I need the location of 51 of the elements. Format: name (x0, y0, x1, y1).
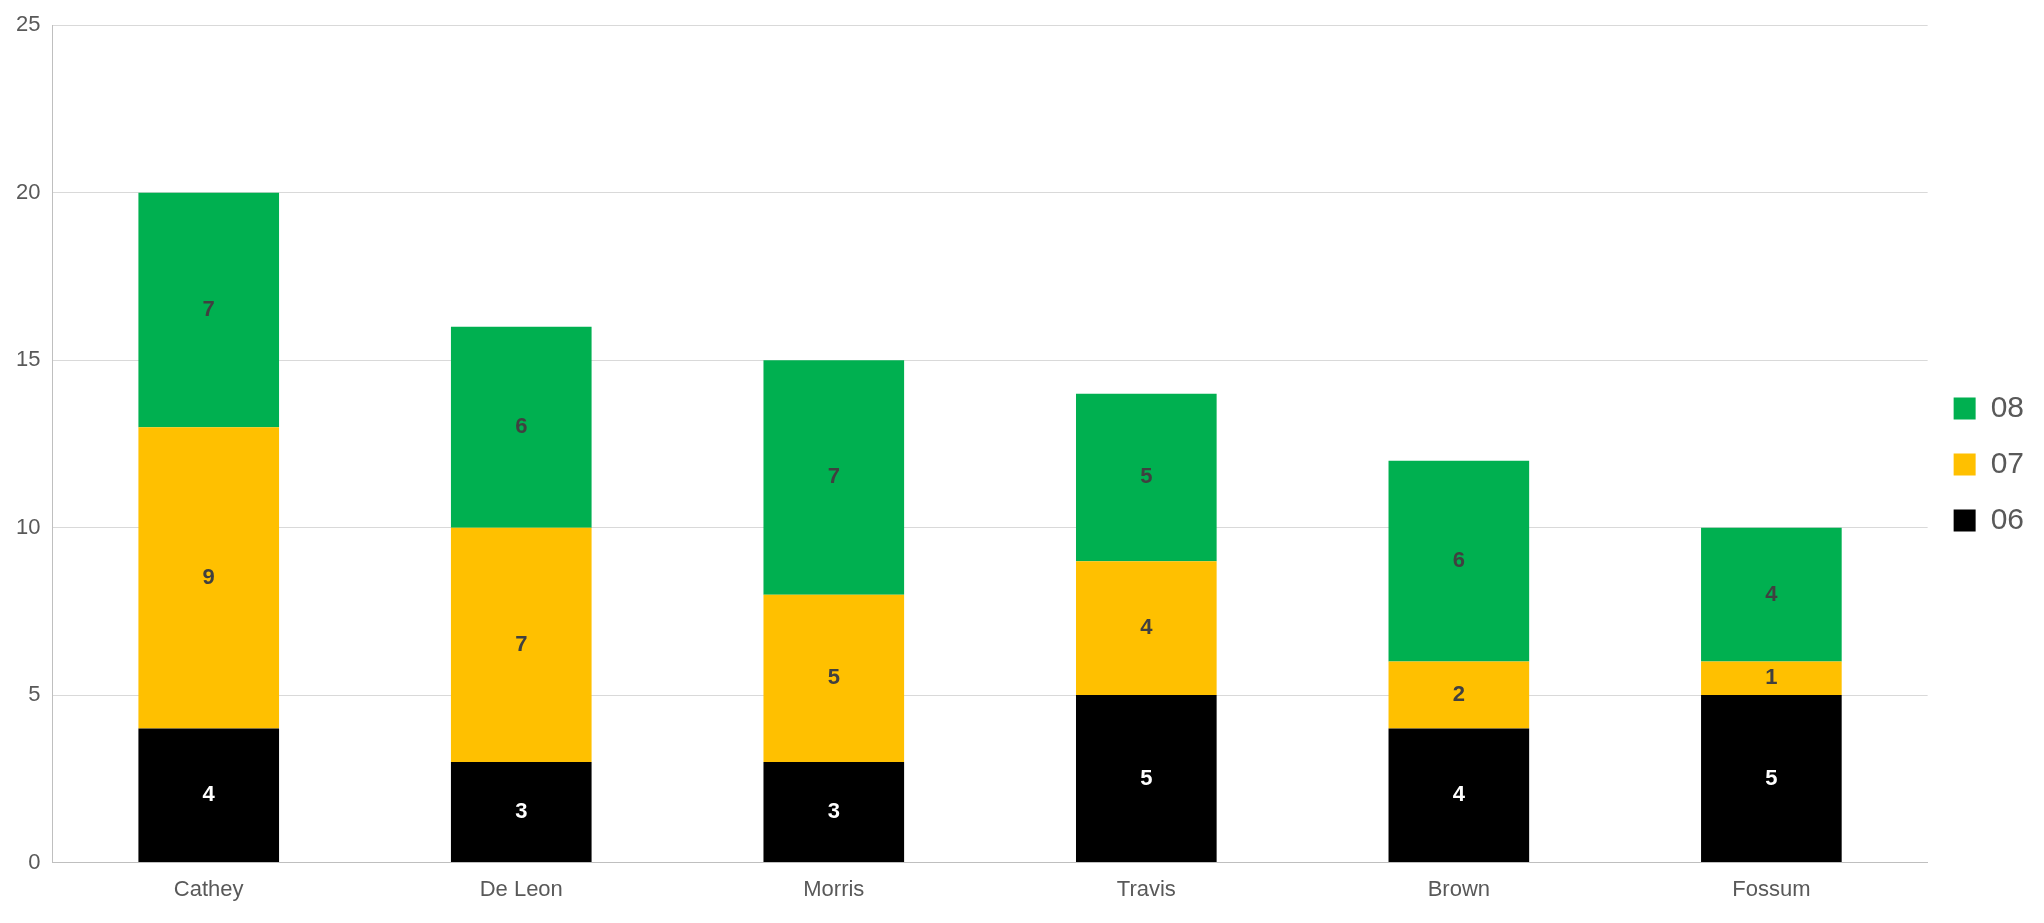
bar (138, 192, 280, 428)
data-label: 3 (515, 798, 528, 824)
bar (1388, 460, 1530, 662)
bar (450, 527, 592, 763)
y-tick-label: 25 (15, 11, 41, 37)
bar (763, 762, 905, 863)
x-tick-label: Morris (803, 875, 865, 901)
x-tick-label: Cathey (173, 875, 244, 901)
data-label: 5 (827, 664, 840, 690)
bar (1701, 527, 1842, 662)
bar (1701, 695, 1842, 863)
bar (1076, 695, 1217, 863)
y-tick-label: 20 (15, 178, 41, 204)
data-label: 9 (202, 563, 215, 589)
bar (450, 326, 592, 528)
data-label: 6 (1452, 547, 1465, 573)
data-label: 5 (1140, 463, 1153, 489)
legend-label: 06 (1990, 501, 2025, 535)
x-tick-label: De Leon (479, 875, 563, 901)
legend-label: 08 (1990, 389, 2025, 423)
data-label: 3 (827, 798, 840, 824)
data-label: 6 (515, 413, 528, 439)
bar (450, 762, 592, 863)
bar (763, 594, 905, 763)
data-label: 1 (1765, 664, 1778, 690)
y-tick-label: 15 (15, 346, 41, 372)
data-label: 7 (515, 630, 528, 656)
bar (1388, 661, 1530, 729)
bar (1076, 561, 1217, 696)
x-tick-label: Travis (1116, 875, 1176, 901)
x-tick-label: Fossum (1732, 875, 1811, 901)
data-label: 7 (202, 295, 215, 321)
data-label: 4 (1452, 781, 1466, 807)
bar (1701, 661, 1842, 696)
x-tick-label: Brown (1427, 875, 1491, 901)
bar (1076, 393, 1217, 562)
bar (138, 728, 280, 863)
legend-label: 07 (1990, 445, 2025, 479)
bar (1388, 728, 1530, 863)
bar (138, 427, 280, 729)
data-label: 2 (1452, 681, 1465, 707)
data-label: 4 (1140, 614, 1154, 640)
data-label: 4 (1765, 580, 1779, 606)
data-label: 7 (827, 463, 840, 489)
bar (763, 360, 905, 595)
data-label: 4 (202, 781, 216, 807)
y-tick-label: 5 (28, 681, 41, 707)
data-label: 5 (1140, 764, 1153, 790)
data-label: 5 (1765, 764, 1778, 790)
y-tick-label: 10 (15, 513, 41, 539)
y-tick-label: 0 (28, 848, 41, 874)
